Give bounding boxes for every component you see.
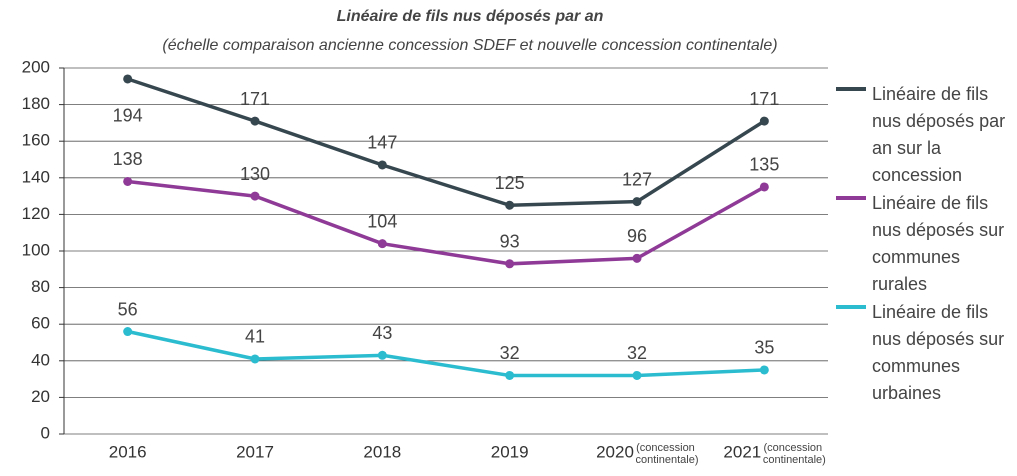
data-label: 138 [113, 149, 143, 169]
data-point [759, 116, 769, 126]
data-label: 130 [240, 164, 270, 184]
series-line [127, 329, 765, 378]
data-point [505, 370, 515, 380]
data-point [759, 365, 769, 375]
data-point [632, 197, 642, 207]
x-tick-label: 2021 [723, 442, 761, 461]
x-tick-label: 2017 [236, 442, 274, 461]
data-label: 194 [113, 106, 143, 126]
y-tick-label: 100 [22, 240, 50, 259]
y-tick-label: 20 [31, 387, 50, 406]
data-label: 135 [749, 155, 779, 175]
data-label: 32 [627, 343, 647, 363]
data-point [377, 350, 387, 360]
y-tick-label: 40 [31, 350, 50, 369]
data-point [123, 327, 133, 337]
data-label: 104 [367, 211, 397, 231]
chart-subtitle: (échelle comparaison ancienne concession… [162, 37, 777, 54]
legend-label: Linéaire de fils nus déposés sur commune… [872, 193, 1009, 294]
data-label: 96 [627, 226, 647, 246]
data-point [632, 253, 642, 263]
y-tick-label: 160 [22, 131, 50, 150]
x-tick-label: 2020 [596, 442, 634, 461]
data-point [759, 182, 769, 192]
data-point [505, 259, 515, 269]
y-tick-label: 120 [22, 204, 50, 223]
y-tick-label: 60 [31, 314, 50, 333]
data-point [632, 370, 642, 380]
data-label: 43 [372, 323, 392, 343]
y-tick-label: 0 [41, 423, 50, 442]
data-point [377, 160, 387, 170]
data-point [250, 191, 260, 201]
x-tick-label: 2019 [491, 442, 529, 461]
legend-label: Linéaire de fils nus déposés par an sur … [872, 84, 1010, 185]
x-tick-label: 2016 [109, 442, 147, 461]
data-point [123, 74, 133, 84]
data-label: 93 [500, 232, 520, 252]
series-line [127, 77, 766, 208]
data-label: 171 [240, 89, 270, 109]
y-tick-label: 200 [22, 57, 50, 76]
x-tick-note: (concession continentale) [636, 442, 699, 466]
data-point [250, 116, 260, 126]
data-label: 171 [749, 89, 779, 109]
data-label: 35 [754, 338, 774, 358]
x-tick-label: 2018 [363, 442, 401, 461]
data-point [250, 354, 260, 364]
data-point [377, 239, 387, 249]
series-line [127, 179, 766, 266]
data-label: 127 [622, 169, 652, 189]
x-tick-note: (concession continentale) [763, 442, 826, 466]
legend-label: Linéaire de fils nus déposés sur commune… [872, 302, 1009, 403]
data-point [505, 200, 515, 210]
data-label: 32 [500, 343, 520, 363]
y-tick-label: 140 [22, 167, 50, 186]
data-point [123, 176, 133, 186]
y-tick-label: 80 [31, 277, 50, 296]
data-label: 147 [367, 133, 397, 153]
data-label: 56 [118, 299, 138, 319]
chart-title: Linéaire de fils nus déposés par an [337, 8, 604, 25]
data-label: 125 [495, 173, 525, 193]
data-label: 41 [245, 327, 265, 347]
y-tick-label: 180 [22, 94, 50, 113]
